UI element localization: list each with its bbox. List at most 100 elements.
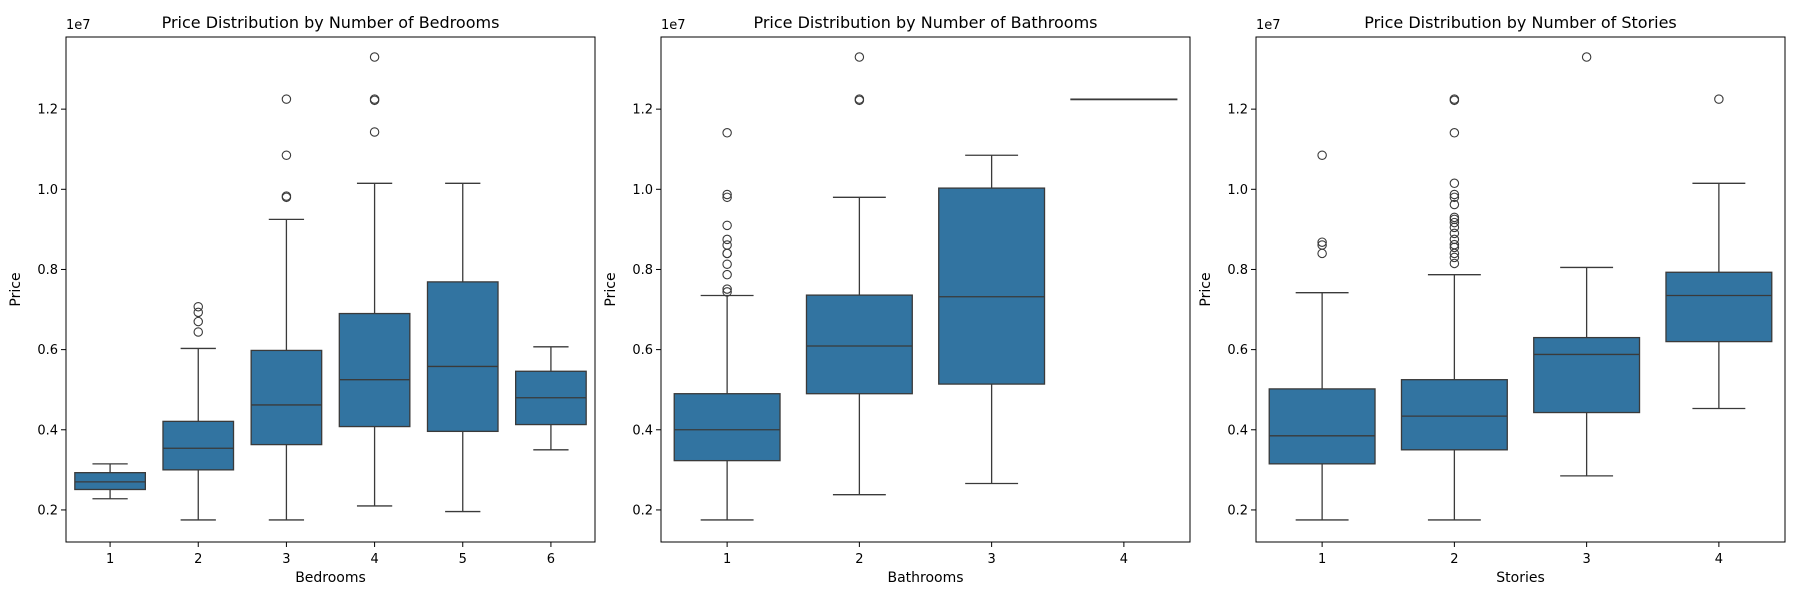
box-iqr (1400, 379, 1508, 451)
plot-frame (65, 36, 596, 543)
box-1 (673, 128, 781, 521)
box-iqr (1533, 336, 1641, 414)
outlier-point (722, 259, 732, 269)
chart-title: Price Distribution by Number of Bathroom… (753, 13, 1097, 32)
y-tick-label: 1.0 (37, 183, 58, 198)
x-tick-label: 3 (282, 552, 290, 567)
outlier-point (1714, 94, 1724, 104)
y-tick-label: 0.2 (1227, 503, 1248, 518)
x-tick-label: 1 (723, 552, 731, 567)
y-tick-label: 0.6 (37, 343, 58, 358)
outlier-point (1449, 234, 1460, 245)
outlier-point (1449, 212, 1460, 223)
outlier-point (1449, 192, 1460, 203)
y-tick-label: 0.8 (37, 263, 58, 278)
box-2 (1400, 94, 1508, 521)
y-tick-label: 1.2 (37, 103, 58, 118)
y-tick-label: 0.6 (632, 343, 653, 358)
outlier-point (1449, 217, 1460, 228)
outlier-point (722, 240, 732, 250)
chart-title: Price Distribution by Number of Bedrooms (162, 13, 500, 32)
outlier-point (1317, 150, 1327, 160)
x-tick-label: 2 (1450, 552, 1458, 567)
x-tick-label: 5 (459, 552, 467, 567)
outlier-point (1449, 239, 1460, 250)
y-offset-label: 1e7 (66, 18, 91, 33)
box-2 (162, 301, 235, 521)
plot-frame (1255, 36, 1786, 543)
box-iqr (673, 393, 781, 462)
y-tick-label: 0.2 (632, 503, 653, 518)
outlier-point (722, 192, 732, 203)
outlier-point (1317, 240, 1327, 250)
box-iqr (805, 294, 913, 395)
outlier-point (369, 94, 380, 104)
box-3 (938, 154, 1046, 485)
y-tick-label: 1.2 (1227, 103, 1248, 118)
chart-title: Price Distribution by Number of Stories (1364, 13, 1677, 32)
x-tick-label: 2 (194, 552, 202, 567)
box-iqr (426, 281, 499, 433)
outlier-point (369, 52, 380, 62)
box-iqr (338, 312, 411, 428)
x-tick-label: 4 (1715, 552, 1723, 567)
chart-panel-3: Price Distribution by Number of Stories 1… (1198, 13, 1786, 586)
outlier-point (1449, 178, 1460, 189)
outlier-point (281, 94, 292, 104)
outlier-point (1449, 228, 1460, 239)
outlier-point (1449, 258, 1460, 269)
outlier-point (369, 127, 380, 137)
outlier-point (1449, 252, 1460, 263)
x-tick-label: 4 (370, 552, 378, 567)
x-tick-label: 1 (1318, 552, 1326, 567)
outlier-point (722, 189, 732, 200)
x-tick-label: 3 (1582, 552, 1590, 567)
outlier-point (193, 307, 204, 318)
y-tick-label: 0.2 (37, 503, 58, 518)
y-tick-label: 0.8 (1227, 263, 1248, 278)
box-3 (1533, 52, 1641, 477)
outlier-point (854, 94, 865, 104)
x-axis-label: Bathrooms (887, 570, 963, 586)
x-tick-label: 1 (106, 552, 114, 567)
box-2 (805, 52, 913, 496)
outlier-point (1317, 237, 1327, 247)
y-tick-label: 0.4 (1227, 423, 1248, 438)
outlier-point (722, 284, 732, 294)
outlier-point (722, 234, 732, 245)
y-tick-label: 0.4 (632, 423, 653, 438)
box-1 (1268, 150, 1376, 521)
x-tick-label: 2 (855, 552, 863, 567)
y-axis-label: Price (8, 272, 24, 306)
y-tick-label: 1.0 (632, 183, 653, 198)
box-4 (1070, 98, 1178, 101)
y-tick-label: 0.4 (37, 423, 58, 438)
outlier-point (1449, 199, 1460, 210)
outlier-point (193, 316, 204, 327)
box-iqr (250, 349, 323, 446)
outlier-point (1449, 128, 1460, 138)
y-tick-label: 0.6 (1227, 343, 1248, 358)
box-iqr (1665, 271, 1773, 343)
box-iqr (74, 472, 146, 491)
outlier-point (722, 269, 732, 280)
outlier-point (1317, 248, 1327, 259)
x-axis-label: Stories (1496, 570, 1545, 586)
box-4 (338, 52, 411, 507)
y-tick-label: 1.2 (632, 103, 653, 118)
box-3 (250, 94, 323, 521)
y-axis-label: Price (603, 272, 619, 306)
outlier-point (722, 287, 732, 297)
x-tick-label: 6 (547, 552, 555, 567)
plot-frame (660, 36, 1191, 543)
box-1 (74, 463, 146, 500)
y-tick-label: 1.0 (1227, 183, 1248, 198)
outlier-point (854, 52, 865, 62)
chart-panel-2: Price Distribution by Number of Bathroom… (603, 13, 1191, 586)
chart-panel-1: Price Distribution by Number of Bedrooms… (8, 13, 596, 586)
x-tick-label: 3 (987, 552, 995, 567)
outlier-point (281, 150, 292, 160)
box-iqr (162, 420, 235, 471)
box-iqr (938, 187, 1046, 385)
